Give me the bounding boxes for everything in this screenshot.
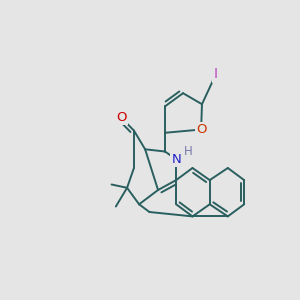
Text: I: I [214,68,218,82]
Text: O: O [116,111,126,124]
Text: N: N [171,153,181,166]
Text: H: H [184,145,193,158]
Text: O: O [196,123,206,136]
